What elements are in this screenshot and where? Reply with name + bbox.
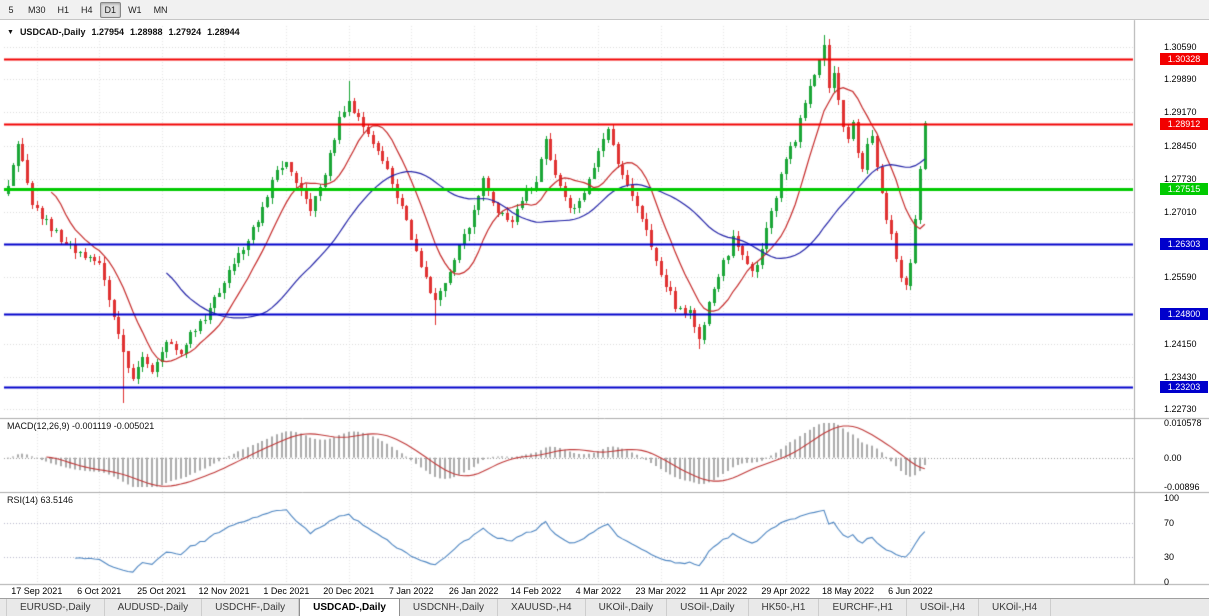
price-axis-tick: 1.29170: [1164, 107, 1197, 118]
rsi-axis-tick: 70: [1164, 518, 1175, 529]
macd-axis-tick: -0.00896: [1164, 482, 1200, 492]
symbol-tabbar: EURUSD-,Daily AUDUSD-,Daily USDCHF-,Daily U…: [0, 598, 1209, 616]
price-axis-tick: 1.25590: [1164, 272, 1197, 283]
date-axis-label: 20 Dec 2021: [323, 586, 375, 596]
timeframe-button-H1[interactable]: H1: [57, 4, 70, 15]
price-level-tag: 1.26303: [1160, 238, 1208, 251]
date-axis-label: 12 Nov 2021: [198, 586, 250, 596]
tab-audusd-daily[interactable]: AUDUSD-,Daily: [105, 599, 203, 616]
tab-ukoil-daily[interactable]: UKOil-,Daily: [586, 599, 668, 616]
macd-axis-tick: 0.010578: [1164, 418, 1202, 428]
price-axis-tick: 1.23430: [1164, 371, 1197, 382]
ohlc-close: 1.28944: [207, 27, 240, 37]
price-axis-tick: 1.28450: [1164, 140, 1197, 151]
tab-usoil-daily[interactable]: USOil-,Daily: [667, 599, 749, 616]
date-axis-label: 11 Apr 2022: [699, 586, 748, 596]
price-level-tag: 1.24800: [1160, 307, 1208, 320]
tab-eurusd-daily[interactable]: EURUSD-,Daily: [6, 599, 105, 616]
date-axis-label: 1 Dec 2021: [263, 586, 310, 596]
timeframe-button-MN[interactable]: MN: [153, 4, 168, 15]
price-axis-tick: 1.27730: [1164, 173, 1197, 184]
rsi-axis-tick: 0: [1164, 577, 1170, 587]
price-axis-tick: 1.30590: [1164, 42, 1197, 52]
timeframe-button-D1[interactable]: D1: [99, 1, 122, 18]
tab-usdcnh-daily[interactable]: USDCNH-,Daily: [400, 599, 499, 616]
price-level-tag: 1.27515: [1160, 182, 1208, 195]
timeframe-button-M30[interactable]: M30: [28, 4, 46, 15]
timeframe-button-W1[interactable]: W1: [128, 4, 142, 15]
rsi-indicator-label: RSI(14) 63.5146: [7, 495, 74, 505]
tab-hk50-h1[interactable]: HK50-,H1: [749, 599, 820, 616]
chart-symbol-label: USDCAD-,Daily: [19, 27, 86, 37]
date-axis-label: 6 Jun 2022: [888, 586, 933, 596]
price-axis-tick: 1.27010: [1164, 206, 1197, 217]
rsi-axis-tick: 100: [1164, 493, 1180, 503]
price-axis-tick: 1.29890: [1164, 74, 1197, 85]
tab-usdcad-daily[interactable]: USDCAD-,Daily: [299, 598, 400, 616]
date-axis-label: 23 Mar 2022: [635, 586, 687, 596]
ohlc-open: 1.27954: [91, 27, 124, 37]
date-axis-label: 26 Jan 2022: [448, 586, 499, 596]
date-axis-label: 29 Apr 2022: [761, 586, 810, 596]
price-axis-tick: 1.24150: [1164, 338, 1197, 349]
date-axis-label: 4 Mar 2022: [575, 586, 622, 596]
price-level-tag: 1.30328: [1160, 53, 1208, 66]
tab-xauusd-h4[interactable]: XAUUSD-,H4: [498, 599, 586, 616]
date-axis-label: 18 May 2022: [821, 586, 875, 596]
date-axis-label: 6 Oct 2021: [77, 586, 122, 596]
timeframe-toolbar: 5 M30 H1 H4 D1 W1 MN: [0, 0, 1209, 20]
date-axis-label: 7 Jan 2022: [388, 586, 434, 596]
price-level-tag: 1.28912: [1160, 118, 1208, 131]
date-axis-label: 14 Feb 2022: [510, 586, 562, 596]
macd-axis-tick: 0.00: [1164, 452, 1182, 463]
date-axis-label: 17 Sep 2021: [11, 586, 63, 596]
tab-ukoil-h4[interactable]: UKOil-,H4: [979, 599, 1052, 616]
timeframe-button-5[interactable]: 5: [8, 4, 14, 15]
date-axis-label: 25 Oct 2021: [137, 586, 187, 596]
chart-marker-icon: ▼: [7, 28, 14, 36]
tab-usoil-h4[interactable]: USOil-,H4: [907, 599, 980, 616]
rsi-axis-tick: 30: [1164, 551, 1175, 562]
chart-ohlc-header: ▼ USDCAD-,Daily 1.27954 1.28988 1.27924 …: [7, 27, 240, 37]
ohlc-low: 1.27924: [168, 27, 202, 37]
tab-usdchf-daily[interactable]: USDCHF-,Daily: [202, 599, 300, 616]
ohlc-high: 1.28988: [130, 27, 163, 37]
timeframe-button-H4[interactable]: H4: [81, 4, 93, 15]
price-level-tag: 1.23203: [1160, 381, 1208, 394]
macd-indicator-label: MACD(12,26,9) -0.001119 -0.005021: [7, 421, 155, 431]
price-axis-tick: 1.22730: [1164, 404, 1197, 414]
tab-eurchf-h1[interactable]: EURCHF-,H1: [819, 599, 907, 616]
